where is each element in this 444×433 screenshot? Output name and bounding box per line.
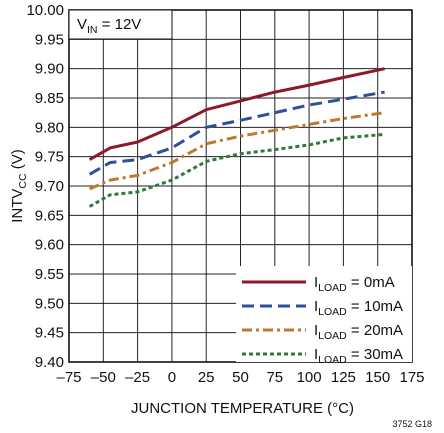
legend-label-subscript: LOAD — [318, 354, 347, 366]
y-tick-label: 9.90 — [35, 61, 64, 78]
y-axis-title-subscript: CC — [17, 173, 29, 189]
x-tick-label: –75 — [56, 369, 81, 386]
legend-label-0: ILOAD = 0mA — [314, 274, 395, 294]
y-tick-label: 9.60 — [35, 237, 64, 254]
series-line-3 — [88, 132, 385, 208]
legend-label-suffix: = 20mA — [347, 322, 403, 339]
y-tick-label: 9.45 — [35, 325, 64, 342]
legend-label-2: ILOAD = 20mA — [314, 322, 403, 342]
legend-label-3: ILOAD = 30mA — [314, 346, 403, 366]
series-layer — [88, 67, 385, 208]
legend-label-subscript: LOAD — [318, 306, 347, 318]
y-tick-label: 9.65 — [35, 207, 64, 224]
x-tick-label: 100 — [297, 369, 322, 386]
series-line-1 — [88, 90, 385, 176]
series-line-2 — [89, 111, 385, 191]
legend-label-prefix: I — [314, 298, 318, 315]
legend-label-prefix: I — [314, 346, 318, 363]
x-tick-label: 0 — [168, 369, 176, 386]
annotation-box — [68, 9, 173, 40]
y-axis-title-prefix: INTV — [9, 189, 26, 223]
y-axis-title-suffix: (V) — [9, 149, 26, 173]
y-tick-label: 9.70 — [35, 178, 64, 195]
legend-label-subscript: LOAD — [318, 330, 347, 342]
x-tick-label: –25 — [125, 369, 150, 386]
x-tick-label: 175 — [399, 369, 424, 386]
y-tick-label: 9.55 — [35, 266, 64, 283]
x-axis-title: JUNCTION TEMPERATURE (°C) — [131, 400, 354, 417]
annotation-subscript: IN — [87, 24, 98, 36]
x-tick-label: 50 — [232, 369, 249, 386]
legend-label-prefix: I — [314, 274, 318, 291]
annotation-suffix: = 12V — [98, 16, 142, 33]
legend-label-1: ILOAD = 10mA — [314, 298, 403, 318]
y-axis-title: INTVCC (V) — [9, 149, 29, 223]
y-tick-label: 9.75 — [35, 149, 64, 166]
legend-label-suffix: = 30mA — [347, 346, 403, 363]
legend-label-suffix: = 0mA — [347, 274, 395, 291]
x-tick-label: 125 — [331, 369, 356, 386]
x-tick-label: 25 — [198, 369, 215, 386]
y-tick-label: 9.95 — [35, 31, 64, 48]
y-tick-label: 9.85 — [35, 90, 64, 107]
annotation-text: VIN = 12V — [77, 16, 141, 36]
y-tick-label: 9.80 — [35, 119, 64, 136]
y-tick-label: 9.40 — [35, 354, 64, 371]
legend-label-subscript: LOAD — [318, 282, 347, 294]
x-tick-label: 75 — [266, 369, 283, 386]
y-tick-label: 9.50 — [35, 295, 64, 312]
tick-labels: –75 –50 –25 0 25 50 75 100 125 150 175 9.40 9.45 9.50… — [26, 2, 424, 386]
series-line-0 — [88, 67, 385, 161]
figure-footnote: 3752 G18 — [392, 419, 432, 429]
x-tick-label: 150 — [365, 369, 390, 386]
legend-label-suffix: = 10mA — [347, 298, 403, 315]
legend-label-prefix: I — [314, 322, 318, 339]
y-tick-label: 10.00 — [26, 2, 64, 19]
x-tick-label: –50 — [91, 369, 116, 386]
annotation-prefix: V — [77, 16, 87, 33]
